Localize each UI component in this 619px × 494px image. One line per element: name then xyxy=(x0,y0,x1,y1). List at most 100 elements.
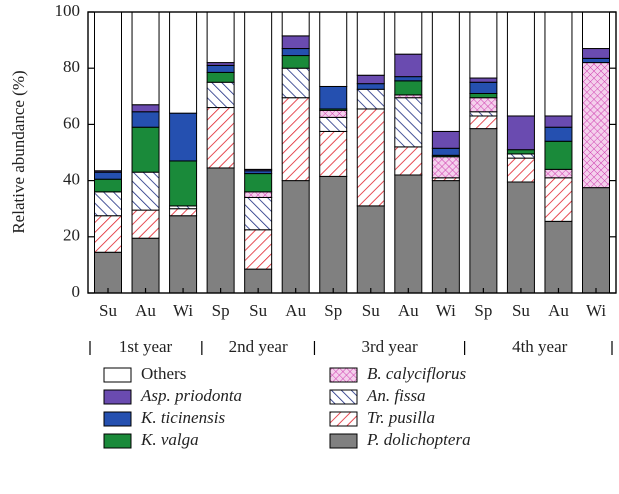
bar-segment xyxy=(94,171,122,180)
group-label: 1st year xyxy=(119,337,173,356)
x-tick-label: Su xyxy=(249,301,267,320)
bar-segment xyxy=(281,180,310,294)
bar-segment xyxy=(319,85,348,110)
bar-segment xyxy=(169,160,198,207)
legend-swatch xyxy=(103,389,132,405)
bar-segment xyxy=(582,48,610,59)
legend-swatch xyxy=(329,433,358,449)
bar-segment xyxy=(169,208,198,217)
bar-segment xyxy=(281,97,310,182)
bar-segment xyxy=(469,97,498,113)
bar-segment xyxy=(244,229,273,270)
bar-segment xyxy=(469,81,498,94)
x-tick-label: Wi xyxy=(586,301,606,320)
legend-swatch xyxy=(103,433,132,449)
y-axis-label: Relative abundance (%) xyxy=(9,70,28,233)
bar-segment xyxy=(206,11,235,64)
bar-segment xyxy=(582,11,610,50)
group-label: 2nd year xyxy=(229,337,288,356)
x-tick-label: Su xyxy=(99,301,117,320)
group-label: 3rd year xyxy=(361,337,418,356)
legend-label: An. fissa xyxy=(366,386,426,405)
y-tick-label: 0 xyxy=(72,282,81,301)
bar-segment xyxy=(469,92,498,99)
bar-segment xyxy=(431,147,460,156)
legend-label: Tr. pusilla xyxy=(367,408,435,427)
bar-segment xyxy=(544,11,573,117)
legend-swatch xyxy=(103,367,132,383)
bar-segment xyxy=(506,181,535,294)
bar-segment xyxy=(356,74,385,85)
legend-label: P. dolichoptera xyxy=(366,430,471,449)
bar-segment xyxy=(244,196,273,231)
legend-swatch xyxy=(329,367,358,383)
bar-segment xyxy=(544,168,573,179)
bar-segment xyxy=(394,174,423,294)
bar-segment xyxy=(544,220,573,294)
bar-segment xyxy=(431,130,460,149)
bar-segment xyxy=(169,11,198,114)
bar-segment xyxy=(544,126,573,142)
bar-segment xyxy=(319,130,348,177)
legend-label: Asp. priodonta xyxy=(140,386,242,405)
bar-segment xyxy=(469,111,498,117)
bar-segment xyxy=(281,55,310,69)
bar-segment xyxy=(506,157,535,183)
bar-segment xyxy=(431,156,460,179)
bar-segment xyxy=(94,178,122,193)
x-tick-label: Wi xyxy=(436,301,456,320)
x-tick-label: Au xyxy=(548,301,569,320)
bar-segment xyxy=(206,71,235,83)
bar-segment xyxy=(94,11,122,172)
bar-segment xyxy=(169,112,198,162)
bar-segment xyxy=(131,171,160,211)
group-label: 4th year xyxy=(512,337,568,356)
bar-segment xyxy=(544,177,573,222)
bar-segment xyxy=(506,11,535,117)
bar-segment xyxy=(281,35,310,50)
bar-segment xyxy=(394,80,423,96)
bar-segment xyxy=(394,53,423,78)
bar-segment xyxy=(206,81,235,109)
bar-segment xyxy=(131,11,160,106)
x-tick-label: Au xyxy=(285,301,306,320)
x-tick-label: Su xyxy=(362,301,380,320)
bar-segment xyxy=(131,126,160,173)
bar-segment xyxy=(582,62,610,189)
y-tick-label: 100 xyxy=(55,1,81,20)
y-tick-label: 40 xyxy=(63,170,80,189)
bar-segment xyxy=(582,57,610,64)
bar-segment xyxy=(244,173,273,193)
legend-label: K. ticinensis xyxy=(140,408,225,427)
bar-segment xyxy=(206,64,235,73)
bar-segment xyxy=(506,149,535,155)
legend-label: B. calyciflorus xyxy=(367,364,467,383)
bar-segment xyxy=(394,97,423,148)
bar-segment xyxy=(394,146,423,176)
bar-segment xyxy=(94,215,122,253)
bar-segment xyxy=(356,83,385,90)
bar-segment xyxy=(319,175,348,294)
bar-segment xyxy=(506,153,535,159)
bar-segment xyxy=(469,77,498,83)
x-tick-label: Au xyxy=(398,301,419,320)
bar-segment xyxy=(394,76,423,82)
bar-segment xyxy=(94,251,122,294)
y-tick-label: 60 xyxy=(63,113,80,132)
bar-segment xyxy=(394,11,423,55)
bar-segment xyxy=(506,115,535,151)
bar-segment xyxy=(169,215,198,294)
bar-segment xyxy=(469,128,498,294)
bar-segment xyxy=(544,115,573,128)
bar-segment xyxy=(319,109,348,118)
bar-segment xyxy=(131,104,160,113)
legend-label: Others xyxy=(141,364,186,383)
bar-segment xyxy=(244,11,273,170)
bar-segment xyxy=(356,11,385,76)
bar-segment xyxy=(356,108,385,207)
bar-segment xyxy=(431,11,460,132)
bar-segment xyxy=(206,107,235,169)
bar-segment xyxy=(281,48,310,57)
legend-swatch xyxy=(329,411,358,427)
